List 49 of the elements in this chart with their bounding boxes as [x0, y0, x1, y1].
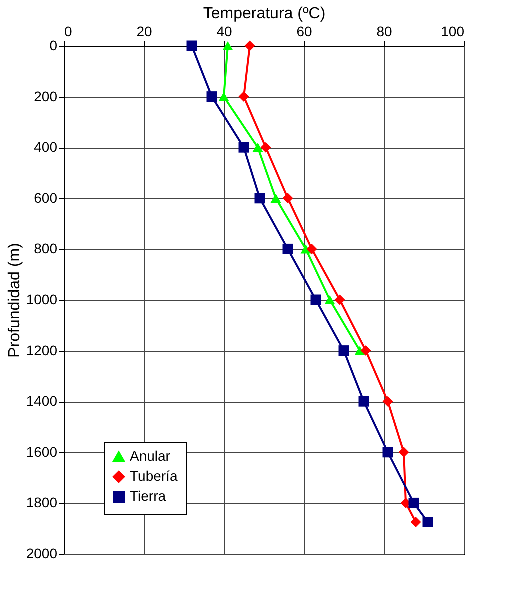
point: [360, 346, 372, 356]
point: [410, 517, 422, 528]
point: [358, 396, 370, 407]
point: [338, 346, 350, 356]
point: [218, 92, 230, 102]
point: [282, 193, 294, 204]
point: [310, 294, 322, 306]
point: [422, 517, 434, 528]
point: [186, 40, 198, 52]
x-tick-label: 60: [296, 24, 312, 40]
y-tick-label: 800: [34, 240, 58, 257]
y-tick-label: 1200: [26, 342, 58, 358]
point: [334, 294, 346, 306]
point: [382, 396, 394, 407]
point: [206, 92, 218, 102]
y-tick-label: 2000: [26, 546, 58, 562]
point: [382, 447, 394, 458]
legend-label: Tierra: [130, 488, 166, 504]
point: [408, 498, 420, 508]
y-tick-label: 1600: [26, 444, 58, 460]
x-tick-label: 40: [216, 24, 232, 40]
y-tick-label: 1800: [26, 494, 58, 511]
y-tick-label: 400: [34, 139, 58, 156]
point: [270, 194, 282, 203]
point: [354, 346, 366, 356]
y-tick-label: 0: [50, 38, 58, 54]
x-tick-label: 80: [376, 24, 392, 40]
point: [222, 41, 234, 51]
legend-label: Anular: [130, 448, 171, 464]
legend-label: Tubería: [130, 468, 178, 484]
point: [252, 143, 264, 152]
point: [282, 244, 294, 254]
y-tick-label: 200: [34, 88, 58, 104]
point: [324, 295, 336, 305]
y-axis-title: Profundidad (m): [6, 243, 24, 358]
y-tick-label: 1400: [26, 393, 58, 410]
x-axis-title: Temperatura (ºC): [203, 6, 326, 22]
point: [238, 142, 250, 153]
point: [260, 142, 272, 153]
point: [244, 40, 256, 52]
y-tick-label: 1000: [26, 292, 58, 308]
x-tick-label: 0: [64, 24, 72, 40]
point: [238, 92, 250, 102]
point: [306, 244, 318, 254]
point: [398, 447, 410, 458]
y-tick-label: 600: [34, 190, 58, 206]
point: [254, 193, 266, 204]
x-tick-label: 100: [441, 24, 465, 40]
x-tick-label: 20: [136, 24, 152, 40]
